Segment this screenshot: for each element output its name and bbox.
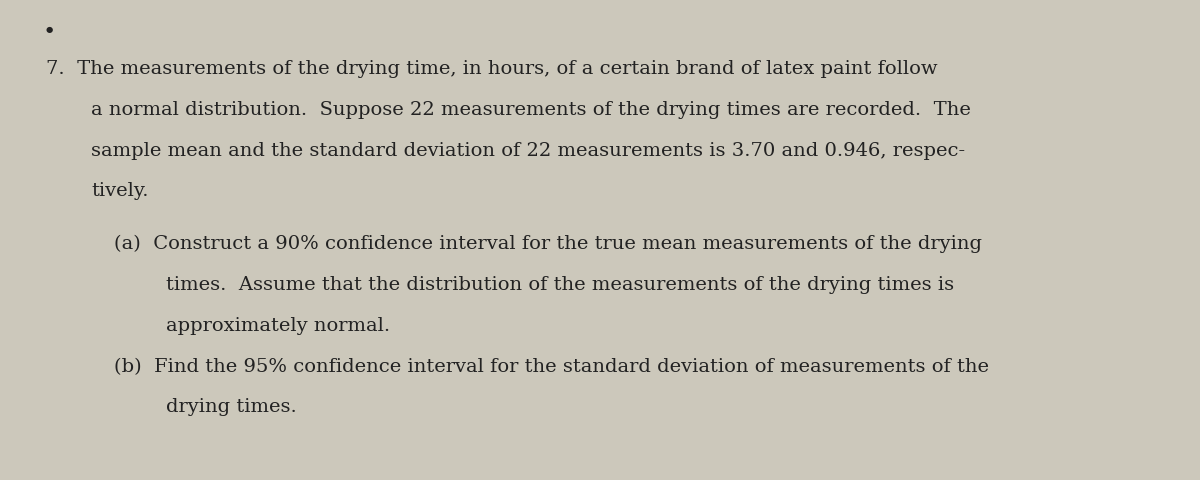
Text: approximately normal.: approximately normal. <box>166 317 390 335</box>
Text: (b)  Find the 95% confidence interval for the standard deviation of measurements: (b) Find the 95% confidence interval for… <box>114 358 989 375</box>
Text: drying times.: drying times. <box>166 398 296 416</box>
Text: (a)  Construct a 90% confidence interval for the true mean measurements of the d: (a) Construct a 90% confidence interval … <box>114 235 982 253</box>
Text: a normal distribution.  Suppose 22 measurements of the drying times are recorded: a normal distribution. Suppose 22 measur… <box>91 101 971 119</box>
Text: tively.: tively. <box>91 182 149 201</box>
Text: ●: ● <box>46 26 53 35</box>
Text: sample mean and the standard deviation of 22 measurements is 3.70 and 0.946, res: sample mean and the standard deviation o… <box>91 142 965 159</box>
Text: times.  Assume that the distribution of the measurements of the drying times is: times. Assume that the distribution of t… <box>166 276 954 294</box>
Text: 7.  The measurements of the drying time, in hours, of a certain brand of latex p: 7. The measurements of the drying time, … <box>46 60 937 78</box>
